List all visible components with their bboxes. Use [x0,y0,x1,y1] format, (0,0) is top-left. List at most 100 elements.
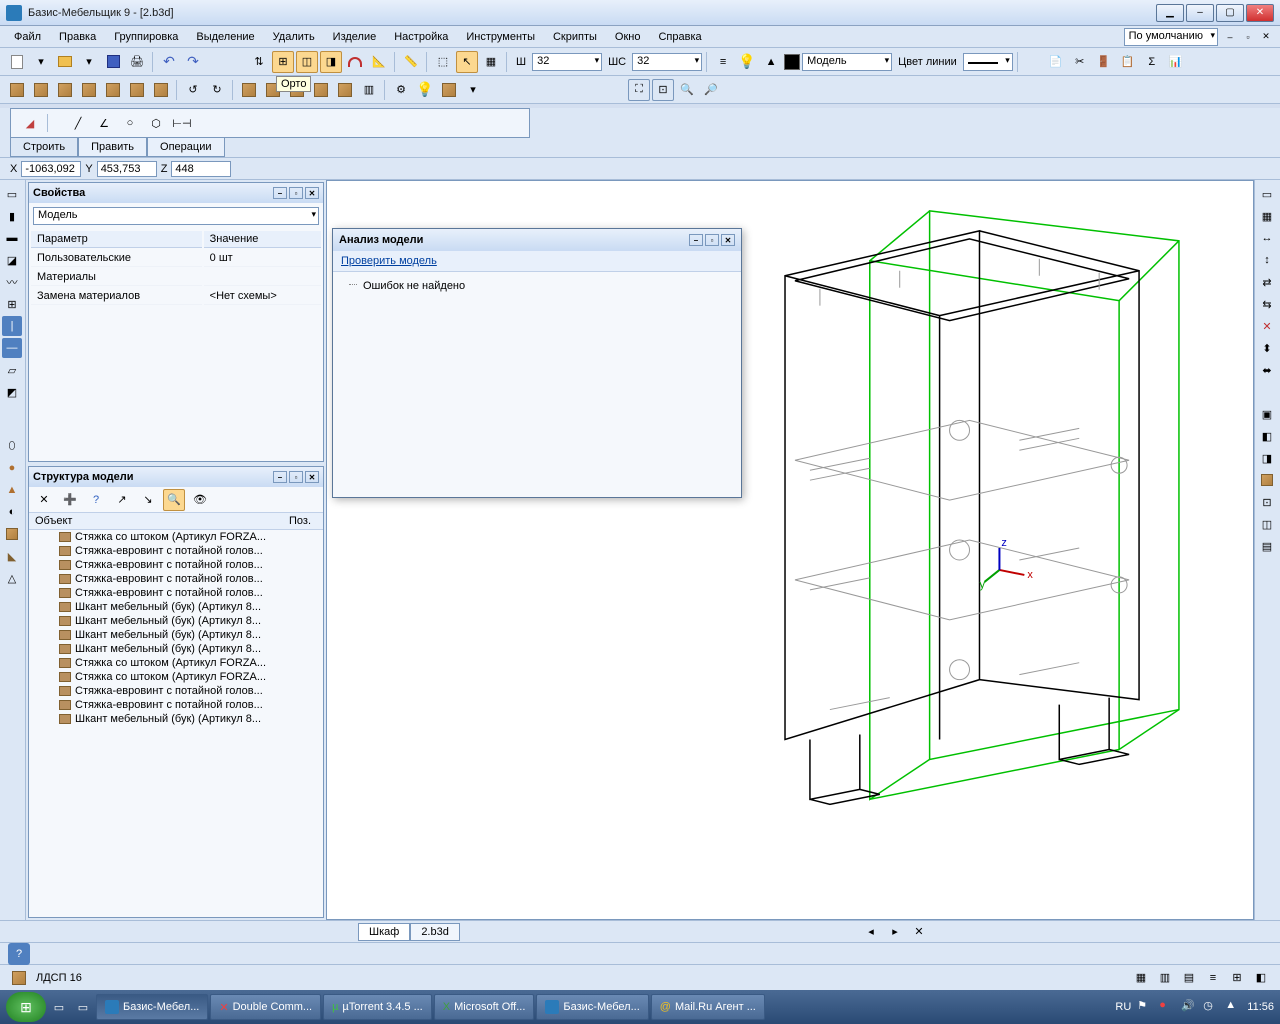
rrail-14[interactable]: ⊡ [1257,492,1277,512]
hexagon-tool[interactable]: ⬡ [147,114,165,132]
menu-settings[interactable]: Настройка [386,29,456,45]
struct-brush2-icon[interactable]: ↘ [137,489,159,511]
rrail-2[interactable]: ▦ [1257,206,1277,226]
rail-edge-icon[interactable]: ▱ [2,360,22,380]
rrail-13[interactable] [1257,470,1277,490]
doc-minimize-button[interactable]: – [1222,30,1238,44]
redo-button[interactable]: ↷ [182,51,204,73]
rail-sphere-icon[interactable]: ● [2,458,22,478]
chart-button[interactable]: 📊 [1165,51,1187,73]
material-dropdown[interactable]: ▾ [462,79,484,101]
region-button[interactable]: ▦ [480,51,502,73]
dialog-check-link[interactable]: Проверить модель [333,251,741,272]
tab-list-button[interactable]: ✕ [908,921,930,943]
render-button[interactable]: ⚙ [390,79,412,101]
view-right-button[interactable] [78,79,100,101]
doc-tab-2[interactable]: 2.b3d [410,923,460,941]
task-bazis[interactable]: Базис-Мебел... [96,994,208,1020]
export-button[interactable]: 📄 [1045,51,1067,73]
dialog-max-button[interactable]: ▫ [705,234,719,246]
zoom-out-button[interactable]: 🔎 [700,79,722,101]
minimize-button[interactable]: – [1186,4,1214,22]
rail-panel3-icon[interactable]: ▬ [2,228,22,248]
props-min-button[interactable]: – [273,187,287,199]
box1-button[interactable] [238,79,260,101]
quick-launch-2[interactable]: ▭ [72,996,94,1018]
coord-z-input[interactable] [171,161,231,177]
rrail-9[interactable]: ⬌ [1257,360,1277,380]
menu-file[interactable]: Файл [6,29,49,45]
struct-brush-icon[interactable]: ↗ [111,489,133,511]
box5-button[interactable] [334,79,356,101]
view-back-button[interactable] [30,79,52,101]
dimension-tool[interactable]: ⊢⊣ [173,114,191,132]
pointer-button[interactable]: ↖ [456,51,478,73]
lock-button[interactable]: ▲ [760,51,782,73]
struct-close-button[interactable]: ✕ [305,471,319,483]
select-tool-button[interactable]: ⬚ [432,51,454,73]
model-combo[interactable]: Модель [802,53,892,71]
rail-pyramid-icon[interactable]: △ [2,568,22,588]
material-button[interactable] [438,79,460,101]
doc-tab-1[interactable]: Шкаф [358,923,410,941]
tray-icon-5[interactable]: ▲ [1225,999,1241,1015]
menu-scripts[interactable]: Скрипты [545,29,605,45]
grid-button[interactable]: ⊞ [272,51,294,73]
props-object-combo[interactable]: Модель [33,207,319,225]
lang-indicator[interactable]: RU [1115,1001,1131,1013]
layer-button[interactable]: ≡ [712,51,734,73]
structure-tree[interactable]: Стяжка со штоком (Артикул FORZA... Стяжк… [29,530,323,760]
tray-icon-1[interactable]: ⚑ [1137,999,1153,1015]
menu-select[interactable]: Выделение [188,29,262,45]
props-close-button[interactable]: ✕ [305,187,319,199]
rail-wave-icon[interactable]: 〰 [2,272,22,292]
props-max-button[interactable]: ▫ [289,187,303,199]
open-button[interactable] [54,51,76,73]
line-color-combo[interactable] [963,53,1013,71]
width-combo[interactable]: 32 [532,53,602,71]
task-bazis2[interactable]: Базис-Мебел... [536,994,648,1020]
rrail-8[interactable]: ⬍ [1257,338,1277,358]
analysis-dialog[interactable]: Анализ модели – ▫ ✕ Проверить модель Оши… [332,228,742,498]
task-office[interactable]: XMicrosoft Off... [434,994,535,1020]
sb-btn-5[interactable]: ⊞ [1226,967,1248,989]
box4-button[interactable] [310,79,332,101]
menu-delete[interactable]: Удалить [265,29,323,45]
rrail-16[interactable]: ▤ [1257,536,1277,556]
rail-h-icon[interactable]: — [2,338,22,358]
fill-color-swatch[interactable] [784,54,800,70]
menu-edit[interactable]: Правка [51,29,104,45]
rail-torus-icon[interactable]: ◐ [2,502,22,522]
rrail-12[interactable]: ◨ [1257,448,1277,468]
shape-tab-ops[interactable]: Операции [147,138,224,157]
task-utorrent[interactable]: µµTorrent 3.4.5 ... [323,994,432,1020]
rrail-5[interactable]: ⇄ [1257,272,1277,292]
coord-x-input[interactable] [21,161,81,177]
circle-tool[interactable]: ○ [121,114,139,132]
view-front-button[interactable] [6,79,28,101]
shape-3d-icon[interactable]: ◢ [21,114,39,132]
rrail-3[interactable]: ↔ [1257,228,1277,248]
view-iso-button[interactable] [150,79,172,101]
rail-v-icon[interactable]: | [2,316,22,336]
sb-btn-1[interactable]: ▦ [1130,967,1152,989]
struct-max-button[interactable]: ▫ [289,471,303,483]
task-mailru[interactable]: @Mail.Ru Агент ... [651,994,765,1020]
line-tool[interactable]: ╱ [69,114,87,132]
workspace-combo[interactable]: По умолчанию [1124,28,1218,46]
rrail-7[interactable]: ✕ [1257,316,1277,336]
menu-help[interactable]: Справка [650,29,709,45]
rail-panel-icon[interactable]: ▭ [2,184,22,204]
rail-cone-icon[interactable]: ▲ [2,480,22,500]
sb-btn-4[interactable]: ≡ [1202,967,1224,989]
struct-eye-icon[interactable]: 👁 [189,489,211,511]
door-button[interactable]: 🚪 [1093,51,1115,73]
bulb2-button[interactable]: 💡 [414,79,436,101]
new-dropdown-button[interactable]: ▾ [30,51,52,73]
menu-tools[interactable]: Инструменты [458,29,543,45]
close-button[interactable]: ✕ [1246,4,1274,22]
help-button[interactable]: ? [8,943,30,965]
rail-panel2-icon[interactable]: ▮ [2,206,22,226]
ortho-button[interactable]: ◨ [320,51,342,73]
new-button[interactable] [6,51,28,73]
